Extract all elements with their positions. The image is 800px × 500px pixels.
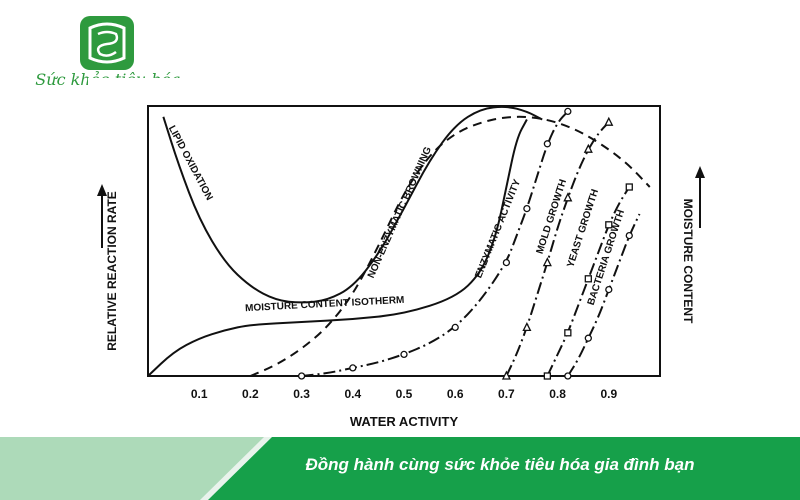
series-label-moisture-content-isotherm: MOISTURE CONTENT ISOTHERM [245,295,405,314]
series-line-yeast-growth [546,186,631,377]
left-arrow-head [97,184,107,196]
chart-figure: 0.1 0.2 0.3 0.4 0.5 0.6 0.7 0.8 0.9 WATER ACTIVIT… [88,78,708,438]
series-line-mold-growth [505,121,610,377]
point-yeast-growth [543,372,552,380]
series-line-non-enzymatic-browning [250,115,651,377]
series-line-bacteria-growth [566,213,641,377]
x-tick-label: 0.1 [191,387,208,401]
series-line-enzymatic-activity [301,110,569,377]
x-tick-label: 0.5 [396,387,413,401]
point-mold-growth [604,116,614,126]
point-bacteria-growth [625,231,633,240]
x-tick-label: 0.3 [293,387,310,401]
point-yeast-growth [605,221,613,229]
point-yeast-growth [564,329,572,337]
banner-green-panel [208,437,800,500]
right-arrow-head [695,166,705,178]
footer-banner: Đồng hành cùng sức khỏe tiêu hóa gia đìn… [0,437,800,500]
series-label-non-enzymatic-browning: NON-ENZYMATIC BROWNING [366,145,434,280]
banner-slogan: Đồng hành cùng sức khỏe tiêu hóa gia đìn… [305,455,695,474]
point-mold-growth [542,257,552,267]
x-tick-label: 0.2 [242,387,259,401]
y-axis-label-left: RELATIVE REACTION RATE [105,191,119,351]
point-enzymatic-activity [564,107,572,116]
series-label-lipid-oxidation: LIPID OXIDATION [166,124,215,203]
x-tick-label: 0.7 [498,387,515,401]
x-axis-label: WATER ACTIVITY [350,414,459,429]
point-enzymatic-activity [451,323,459,332]
x-tick-label: 0.8 [549,387,566,401]
x-tick-label: 0.6 [447,387,464,401]
point-enzymatic-activity [502,258,511,267]
plot-frame [147,105,661,377]
point-enzymatic-activity [297,372,306,380]
point-yeast-growth [584,275,592,283]
series-line-lipid-oxidation [162,105,543,304]
y-axis-label-right: MOISTURE CONTENT [681,199,695,324]
water-activity-chart: 0.1 0.2 0.3 0.4 0.5 0.6 0.7 0.8 0.9 WATER ACTIVIT… [97,105,705,429]
intestine-icon [80,16,134,70]
point-yeast-growth [625,183,633,191]
point-bacteria-growth [605,285,613,294]
point-enzymatic-activity [523,204,531,213]
x-tick-label: 0.4 [344,387,361,401]
series-label-enzymatic-activity: ENZYMATIC ACTIVITY [473,178,523,280]
point-mold-growth [501,370,511,380]
point-enzymatic-activity [400,350,408,359]
point-mold-growth [522,321,532,332]
point-mold-growth [583,143,593,153]
x-tick-label: 0.9 [600,387,617,401]
series-line-moisture-content-isotherm [147,119,528,377]
point-bacteria-growth [564,372,572,380]
point-enzymatic-activity [543,140,552,148]
point-bacteria-growth [584,334,592,342]
point-mold-growth [563,192,573,202]
point-enzymatic-activity [349,364,357,372]
